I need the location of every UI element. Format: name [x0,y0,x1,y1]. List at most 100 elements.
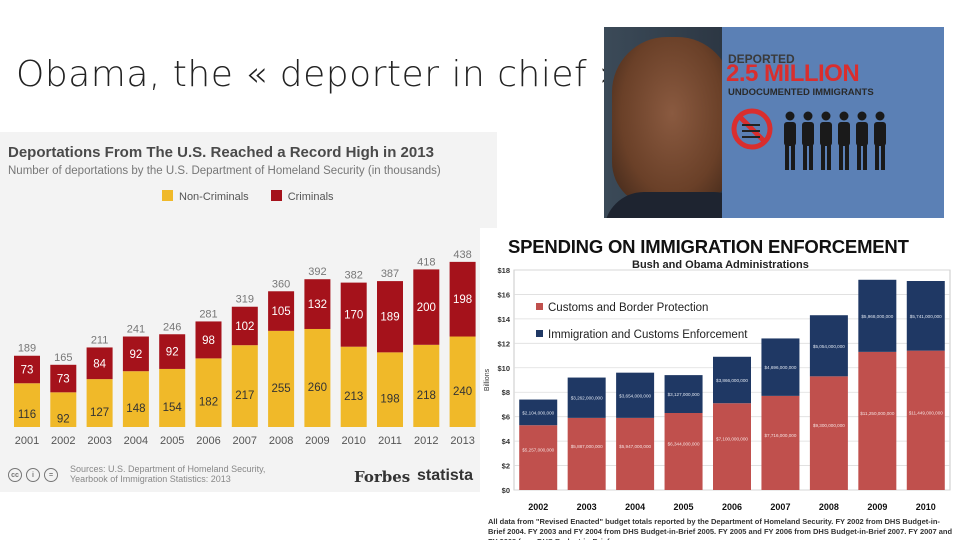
person-icon [784,111,796,170]
person-leg [857,144,861,170]
person-icon [820,111,832,170]
bar-label-criminals: 132 [308,299,327,311]
bar-label-criminals: 105 [272,306,291,318]
bar-label-non-criminals: 154 [163,402,183,414]
bar-label-non-criminals: 217 [235,390,254,402]
bar-label-cbp: $11,250,000,000 [860,411,895,416]
bar-non-criminals [449,336,476,427]
legend-swatch [270,190,282,201]
bar-ice [906,281,945,351]
bar-label-non-criminals: 148 [126,403,145,415]
bar-label-ice: $5,968,000,000 [861,314,893,319]
bar-criminals [195,321,222,359]
bar-criminals [14,355,40,384]
cc-icon: cc [8,468,22,482]
x-tick-label: 2005 [160,435,184,447]
legend-label: Criminals [287,191,334,203]
bar-criminals [340,282,367,347]
bar-total-label: 360 [272,278,290,290]
bar-non-criminals [377,352,403,427]
person-leg [791,144,795,170]
bar-non-criminals [122,371,149,427]
person-leg [881,144,885,170]
person-leg [809,144,813,170]
bar-label-non-criminals: 240 [453,386,472,398]
x-tick-label: 2007 [770,502,790,512]
x-tick-label: 2012 [414,435,438,447]
bar-non-criminals [50,392,77,427]
person-body [784,122,796,146]
legend-label: Immigration and Customs Enforcement [548,329,748,341]
statista-logo: statista [417,467,474,484]
y-tick-label: $16 [497,290,510,299]
y-axis-label: Billions [484,368,491,391]
bar-criminals [122,336,149,372]
bar-ice [616,372,655,418]
bar-non-criminals [268,330,295,427]
bar-label-ice: $2,104,000,000 [522,410,554,415]
bar-label-non-criminals: 182 [199,397,218,409]
bar-label-cbp: $6,344,000,000 [668,442,700,447]
person-head [803,111,813,121]
bar-ice [858,279,897,352]
x-tick-label: 2003 [87,435,111,447]
bar-label-non-criminals: 116 [18,409,36,421]
deported-count: 2.5 MILLION [726,60,860,87]
bar-total-label: 211 [91,334,109,346]
bar-criminals [413,269,440,345]
person-leg [803,144,807,170]
person-leg [821,144,825,170]
bar-label-ice: $4,696,000,000 [764,365,796,370]
bar-label-criminals: 73 [57,374,70,386]
bar-criminals [159,334,186,369]
x-tick-label: 2006 [722,502,742,512]
bar-label-criminals: 102 [235,321,254,333]
obama-photo: DEPORTED 2.5 MILLION UNDOCUMENTED IMMIGR… [604,27,944,218]
bar-label-criminals: 84 [93,358,106,370]
x-tick-label: 2011 [378,435,402,447]
bar-label-cbp: $7,716,000,000 [764,433,796,438]
person-head [875,111,885,121]
x-tick-label: 2008 [269,435,293,447]
bar-total-label: 387 [381,268,399,280]
x-tick-label: 2009 [867,502,887,512]
bar-label-non-criminals: 218 [417,390,436,402]
bar-cbp [519,425,558,490]
bar-total-label: 189 [18,343,36,355]
forbes-logo: Forbes [354,468,411,486]
bar-total-label: 241 [127,324,145,336]
x-tick-label: 2007 [233,435,257,447]
spending-chart: SPENDING ON IMMIGRATION ENFORCEMENT Bush… [480,228,954,540]
bar-label-non-criminals: 260 [308,382,327,394]
person-head [839,111,849,121]
chart-source: Sources: U.S. Department of Homeland Sec… [70,464,266,484]
bar-non-criminals [340,346,367,427]
chart-subtitle: Bush and Obama Administrations [632,259,809,271]
bar-total-label: 382 [345,270,363,282]
y-tick-label: $8 [502,388,510,397]
bar-label-ice: $3,262,000,000 [571,396,603,401]
bar-non-criminals [304,328,331,427]
bar-criminals [231,306,258,346]
bar-ice [809,315,848,377]
bar-cbp [713,403,751,490]
x-tick-label: 2013 [450,435,474,447]
spending-plot: $0 $2 $4 $6 $8 $10 $12 $14 $16 $18 Billions $5,257,… [484,266,951,512]
y-tick-label: $10 [497,364,510,373]
person-leg [785,144,789,170]
bar-label-criminals: 92 [166,347,179,359]
no-entry-icon [731,108,773,150]
bar-total-label: 246 [163,321,181,333]
y-tick-label: $12 [497,339,510,348]
legend-label: Non-Criminals [179,191,249,203]
x-tick-label: 2005 [674,502,694,512]
bar-criminals [449,261,476,337]
deported-label: DEPORTED [728,52,795,66]
person-body [874,122,886,146]
person-icon [802,111,814,170]
bar-criminals [268,291,295,331]
chart-subtitle: Number of deportations by the U.S. Depar… [8,165,441,177]
bar-label-ice: $3,866,000,000 [716,378,748,383]
deportations-plot: 116 73 189 2001 92 73 165 2002 127 84 211 2003 148 92… [14,249,476,447]
x-tick-label: 2002 [528,502,548,512]
